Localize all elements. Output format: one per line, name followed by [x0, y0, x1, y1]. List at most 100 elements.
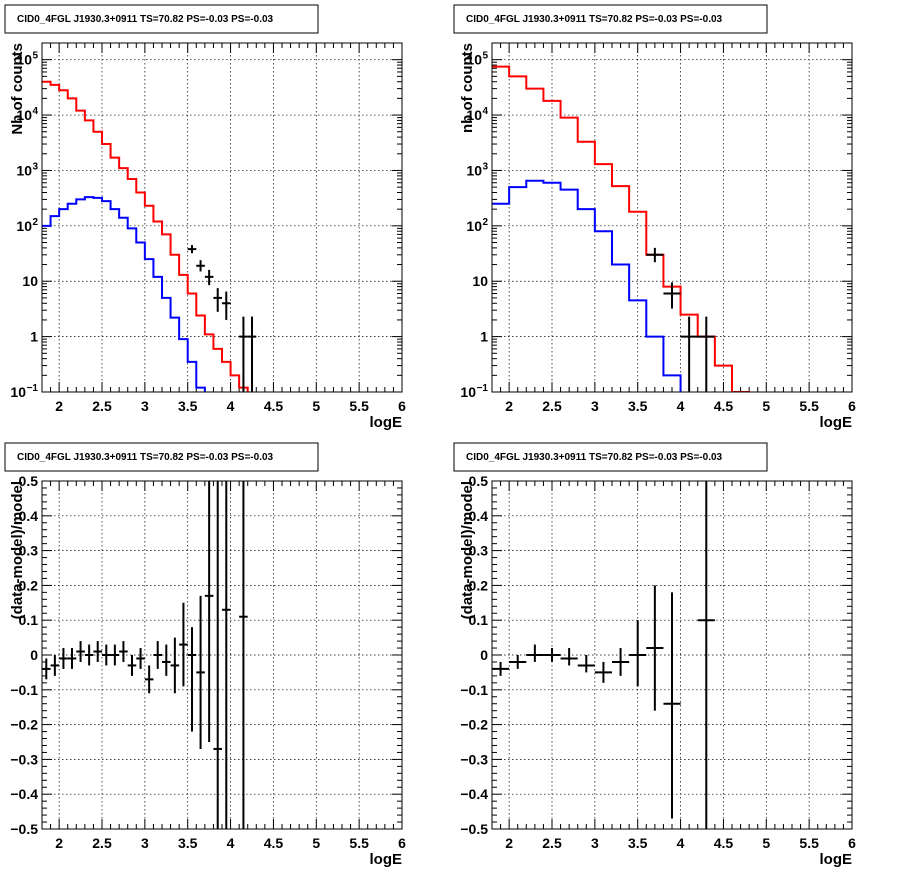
residual-point: [526, 644, 544, 662]
residual-point: [697, 481, 715, 829]
x-tick-label: 5: [312, 835, 320, 851]
y-tick-label: 1: [480, 329, 488, 345]
x-tick-label: 5: [762, 835, 770, 851]
data-point: [697, 316, 715, 392]
x-tick-label: 2.5: [92, 398, 112, 414]
x-tick-label: 3: [141, 398, 149, 414]
x-tick-label: 4.5: [264, 398, 284, 414]
data-point: [680, 316, 698, 392]
plot-area: [42, 80, 257, 392]
x-tick-label: 3.5: [628, 835, 648, 851]
y-axis-title: (data-model)/model: [9, 481, 26, 619]
y-tick-label: 10: [466, 52, 482, 68]
plot-area: [492, 65, 751, 392]
residual-point: [594, 661, 612, 683]
residual-point: [239, 481, 248, 829]
y-tick-exponent: 5: [32, 51, 38, 62]
data-point: [247, 316, 257, 392]
x-tick-label: 5.5: [799, 835, 819, 851]
residual-point: [67, 648, 77, 669]
y-tick-label: 0.3: [469, 543, 489, 559]
y-tick-label: −0.1: [10, 682, 38, 698]
y-tick-label: −0.3: [460, 751, 488, 767]
residual-point: [119, 641, 128, 662]
y-tick-label: −0.2: [460, 717, 488, 733]
residual-point: [612, 648, 630, 676]
x-tick-label: 2.5: [92, 835, 112, 851]
residual-point: [170, 637, 180, 694]
y-tick-label: 0.2: [19, 577, 39, 593]
grid: [42, 43, 403, 393]
residual-point: [153, 641, 162, 669]
x-axis-title: logE: [820, 851, 853, 868]
chart-panel-3: CID0_4FGL J1930.3+0911 TS=70.82 PS=-0.03…: [4, 442, 406, 868]
chart-title: CID0_4FGL J1930.3+0911 TS=70.82 PS=-0.03…: [17, 452, 274, 463]
residual-point: [76, 641, 85, 662]
total-model-step-line: [42, 80, 249, 392]
y-tick-label: 1: [30, 329, 38, 345]
residual-point: [560, 648, 578, 666]
x-tick-label: 5: [312, 398, 320, 414]
y-tick-label: 0.1: [469, 612, 489, 628]
y-tick-label: 10: [16, 52, 32, 68]
x-axis-title: logE: [370, 414, 403, 431]
chart-panel-4: CID0_4FGL J1930.3+0911 TS=70.82 PS=-0.03…: [453, 442, 856, 868]
residual-point: [84, 644, 94, 666]
x-tick-label: 4: [227, 398, 235, 414]
residual-point: [213, 481, 222, 829]
y-tick-label: 0.5: [19, 473, 39, 489]
y-tick-label: 10: [460, 384, 476, 400]
x-tick-label: 3.5: [178, 835, 198, 851]
x-tick-label: 5.5: [799, 398, 819, 414]
residual-point: [492, 661, 510, 676]
y-tick-exponent: 4: [482, 106, 488, 117]
y-tick-label: 10: [16, 162, 32, 178]
residual-point: [50, 655, 60, 676]
plot-frame: [491, 42, 853, 393]
residual-point: [663, 592, 681, 819]
plot-area: [492, 481, 715, 829]
x-tick-label: 5: [762, 398, 770, 414]
residual-point: [110, 644, 120, 666]
title-box: [453, 4, 768, 34]
y-tick-exponent: 2: [482, 217, 488, 228]
y-tick-label: −0.2: [10, 717, 38, 733]
residual-point: [577, 655, 595, 673]
data-point: [646, 247, 664, 263]
x-tick-label: 4: [677, 398, 685, 414]
title-box: [4, 442, 319, 472]
y-axis-title: Nb of counts: [9, 43, 26, 135]
x-tick-label: 3.5: [628, 398, 648, 414]
residual-point: [162, 644, 171, 676]
chart-panel-1: CID0_4FGL J1930.3+0911 TS=70.82 PS=-0.03…: [4, 4, 406, 431]
y-tick-label: 0.4: [19, 508, 39, 524]
residual-point: [93, 641, 102, 662]
residual-point: [222, 481, 231, 829]
x-tick-label: 3.5: [178, 398, 198, 414]
x-tick-label: 5.5: [349, 835, 369, 851]
grid: [492, 43, 853, 393]
residual-point: [102, 644, 111, 666]
x-tick-label: 2: [55, 398, 63, 414]
y-tick-label: −0.4: [10, 786, 38, 802]
y-tick-exponent: 2: [32, 217, 38, 228]
residual-point: [179, 602, 188, 687]
x-tick-label: 2: [55, 835, 63, 851]
y-tick-label: 10: [22, 273, 38, 289]
y-tick-label: 10: [466, 107, 482, 123]
total-model-step-line: [492, 65, 751, 392]
chart-title: CID0_4FGL J1930.3+0911 TS=70.82 PS=-0.03…: [466, 14, 723, 25]
y-tick-label: −0.5: [460, 821, 488, 837]
plot-area: [42, 481, 248, 829]
y-tick-label: 0.2: [469, 577, 489, 593]
chart-title: CID0_4FGL J1930.3+0911 TS=70.82 PS=-0.03…: [466, 452, 723, 463]
residual-point: [543, 648, 561, 662]
y-axis-title: nb of counts: [459, 43, 476, 133]
title-box: [4, 4, 319, 34]
y-tick-label: 10: [16, 107, 32, 123]
x-tick-label: 2.5: [542, 835, 562, 851]
residual-point: [136, 648, 145, 669]
y-tick-exponent: 3: [32, 161, 38, 172]
x-tick-label: 5.5: [349, 398, 369, 414]
x-tick-label: 6: [848, 835, 856, 851]
